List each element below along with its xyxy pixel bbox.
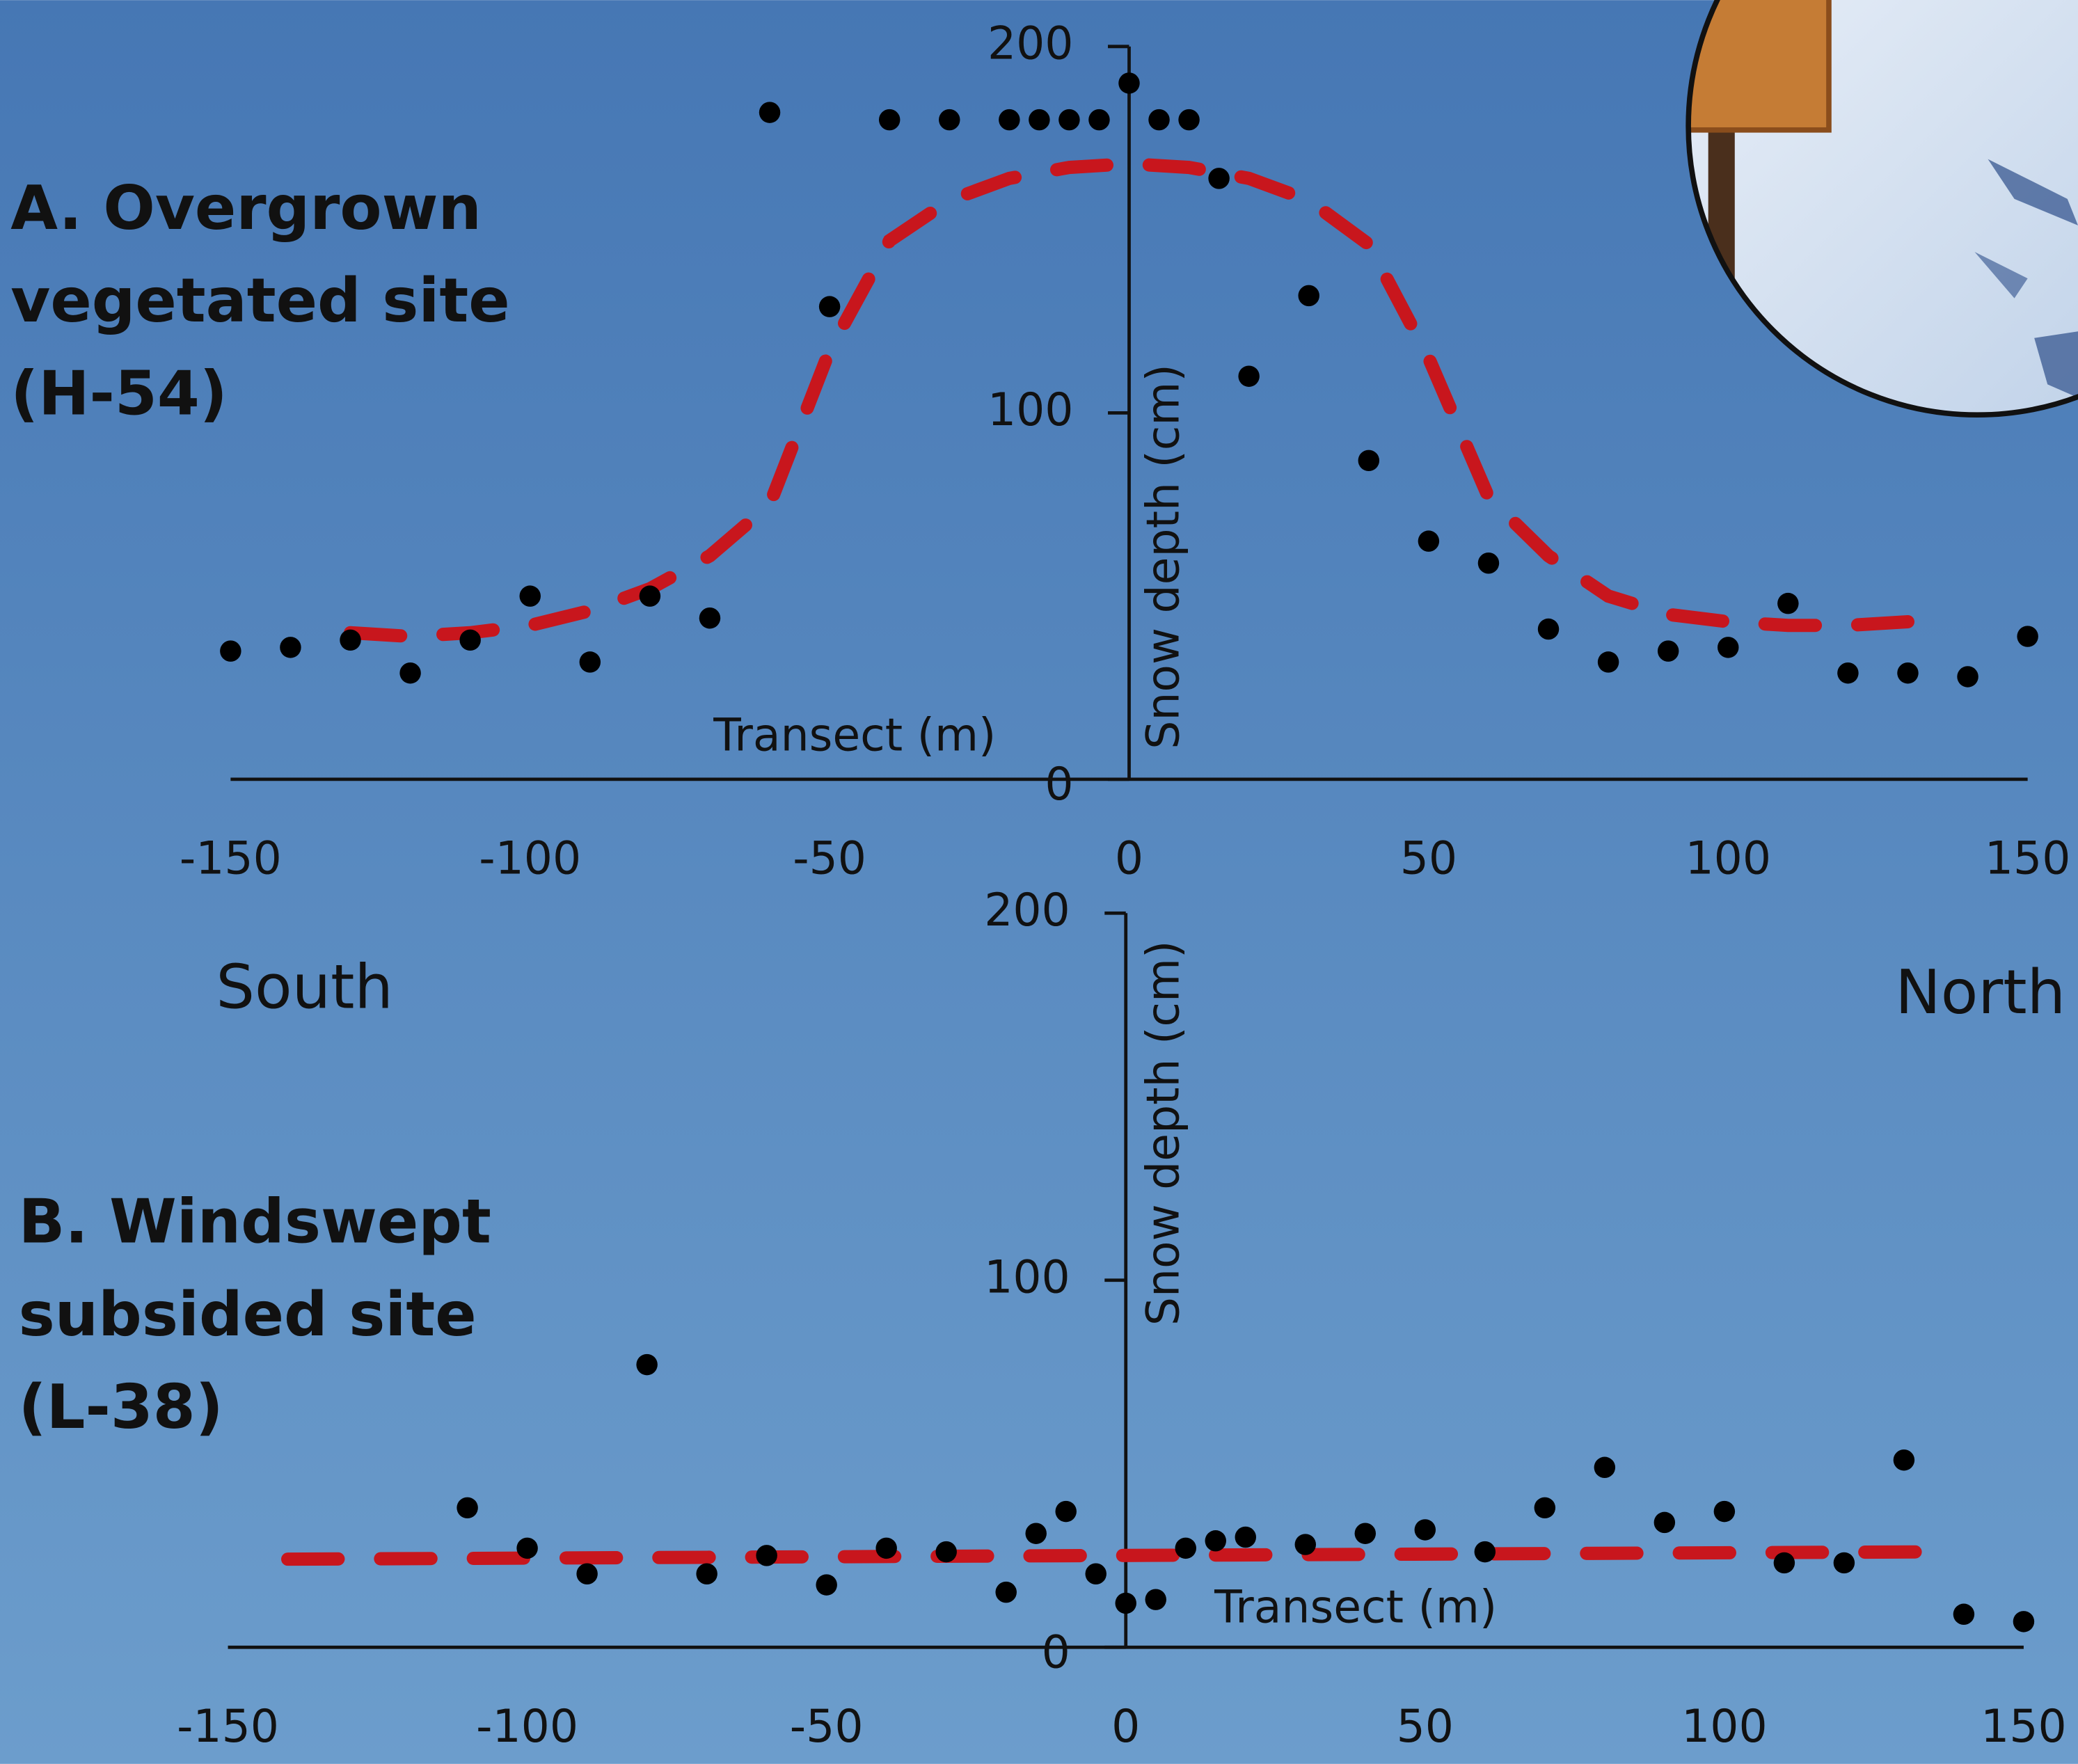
data-point	[2013, 1611, 2034, 1632]
data-point	[1085, 1564, 1106, 1584]
data-point	[1358, 450, 1379, 471]
data-point	[220, 640, 241, 661]
data-point	[457, 1497, 477, 1518]
data-point	[879, 109, 900, 130]
data-point	[1777, 593, 1798, 614]
data-point	[1298, 285, 1319, 306]
y-tick-label: 200	[984, 884, 1070, 937]
x-tick-label: 50	[1400, 833, 1457, 885]
data-point	[1025, 1523, 1046, 1543]
figure: -150 -100 -50 0 50 100 150 0 100 200 Transect (m) S…	[0, 0, 2078, 1764]
data-point	[636, 1354, 657, 1375]
data-point	[939, 109, 960, 130]
data-point	[1208, 168, 1229, 189]
data-point	[816, 1574, 836, 1595]
data-point	[1478, 553, 1499, 573]
data-point	[1029, 109, 1049, 130]
data-point	[280, 637, 301, 658]
data-point	[1355, 1523, 1376, 1543]
x-tick-label: -150	[177, 1701, 279, 1753]
data-point	[2017, 626, 2038, 646]
data-point	[875, 1538, 896, 1559]
data-point	[1055, 1501, 1076, 1522]
data-point	[459, 630, 480, 651]
x-tick-label: -100	[479, 833, 581, 885]
data-point	[1475, 1541, 1496, 1562]
data-point	[696, 1564, 717, 1584]
chart-title: (L-38)	[19, 1372, 223, 1443]
data-point	[1718, 637, 1738, 658]
data-point	[1957, 666, 1978, 687]
data-point	[1714, 1501, 1735, 1522]
data-point	[1235, 1527, 1256, 1548]
data-point	[1118, 72, 1139, 93]
y-tick-label: 100	[988, 384, 1074, 436]
chart-title: vegetated site	[10, 265, 509, 336]
data-point	[1178, 109, 1199, 130]
x-tick-label: 0	[1115, 833, 1143, 885]
data-point	[1415, 1519, 1436, 1540]
data-point	[1837, 662, 1858, 683]
data-point	[1534, 1497, 1555, 1518]
y-axis-label: Snow depth (cm)	[1137, 941, 1189, 1326]
data-point	[520, 585, 541, 606]
data-point	[1538, 619, 1559, 639]
x-axis-label: Transect (m)	[713, 709, 996, 761]
data-point	[699, 607, 720, 628]
data-point	[1418, 530, 1439, 551]
data-point	[819, 296, 840, 317]
data-point	[1774, 1552, 1795, 1573]
x-tick-label: -100	[476, 1701, 578, 1753]
annotation: South	[216, 952, 393, 1023]
chart-title: subsided site	[19, 1279, 477, 1350]
x-axis-label: Transect (m)	[1214, 1582, 1497, 1634]
data-point	[1834, 1552, 1855, 1573]
data-point	[576, 1564, 597, 1584]
data-point	[1598, 651, 1619, 672]
x-tick-label: 150	[1985, 833, 2071, 885]
data-point	[1145, 1589, 1166, 1610]
x-tick-label: -50	[790, 1701, 864, 1753]
y-tick-label: 200	[988, 17, 1074, 70]
data-point	[756, 1545, 777, 1566]
chart-title: A. Overgrown	[10, 173, 482, 244]
data-point	[1115, 1593, 1136, 1614]
data-point	[759, 102, 780, 122]
y-tick-label: 0	[1042, 1626, 1070, 1678]
data-point	[1238, 365, 1259, 386]
data-point	[1658, 640, 1679, 661]
x-tick-label: 100	[1681, 1701, 1768, 1753]
data-point	[1088, 109, 1109, 130]
data-point	[1295, 1534, 1316, 1555]
data-point	[1894, 1449, 1914, 1470]
data-point	[1953, 1604, 1974, 1625]
y-tick-label: 100	[984, 1251, 1070, 1303]
y-tick-label: 0	[1045, 758, 1073, 811]
data-point	[640, 585, 660, 606]
data-point	[1148, 109, 1169, 130]
data-point	[340, 630, 360, 651]
data-point	[995, 1582, 1016, 1603]
y-axis-label: Snow depth (cm)	[1137, 364, 1189, 749]
x-tick-label: 0	[1111, 1701, 1140, 1753]
x-tick-label: 100	[1685, 833, 1771, 885]
chart-title: (H-54)	[10, 358, 228, 429]
data-point	[1897, 662, 1918, 683]
data-point	[1594, 1457, 1615, 1478]
data-point	[935, 1541, 956, 1562]
data-point	[1654, 1512, 1675, 1533]
x-tick-label: -50	[793, 833, 866, 885]
chart-title: B. Windswept	[19, 1186, 491, 1257]
data-point	[999, 109, 1020, 130]
data-point	[1175, 1538, 1196, 1559]
data-point	[1058, 109, 1079, 130]
data-point	[516, 1538, 537, 1559]
data-point	[580, 651, 601, 672]
x-tick-label: 50	[1397, 1701, 1454, 1753]
annotation: North	[1895, 957, 2065, 1028]
x-tick-label: 150	[1981, 1701, 2067, 1753]
x-tick-label: -150	[180, 833, 282, 885]
data-point	[399, 662, 420, 683]
data-point	[1205, 1530, 1226, 1551]
